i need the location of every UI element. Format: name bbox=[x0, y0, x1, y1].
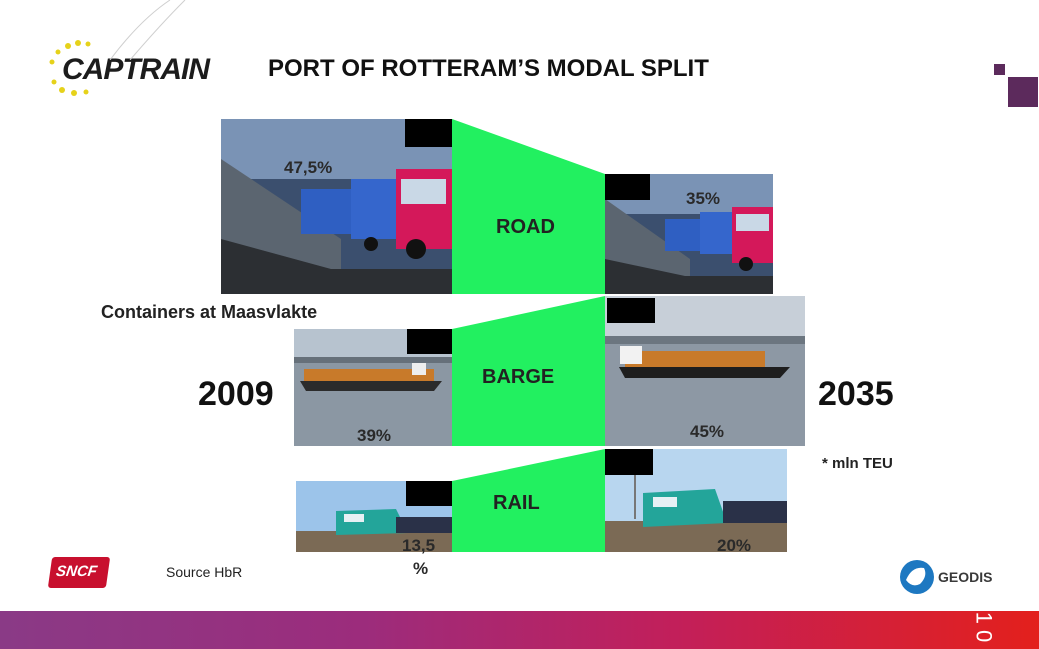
sncf-logo: SNCF bbox=[47, 557, 111, 588]
road-pct-2035: 35% bbox=[686, 189, 721, 208]
rail-pct-2009-line1: 13,5 bbox=[402, 536, 436, 555]
accent-square-small bbox=[994, 64, 1005, 75]
geodis-globe-icon bbox=[900, 560, 934, 594]
barge-pct-2035: 45% bbox=[690, 422, 725, 441]
slide-title: PORT OF ROTTERAM’S MODAL SPLIT bbox=[268, 55, 709, 82]
geodis-wordmark: GEODIS bbox=[938, 569, 993, 585]
geodis-logo: GEODIS bbox=[898, 558, 998, 596]
rail-flow-shape bbox=[452, 449, 605, 552]
rail-photo-2035 bbox=[605, 449, 787, 552]
captrain-wordmark: CAPTRAIN bbox=[62, 53, 210, 86]
sncf-wordmark: SNCF bbox=[54, 563, 99, 580]
barge-marker-2035 bbox=[607, 298, 655, 323]
barge-pct-2009: 39% bbox=[357, 426, 392, 445]
road-photo-2035 bbox=[605, 174, 773, 294]
rail-pct-2035: 20% bbox=[717, 536, 752, 555]
road-marker-2035 bbox=[605, 174, 650, 200]
road-pct-2009: 47,5% bbox=[284, 158, 333, 177]
barge-flow-shape bbox=[452, 296, 605, 446]
barge-label: BARGE bbox=[482, 366, 555, 388]
page-number: 1 0 bbox=[971, 611, 997, 643]
rail-marker-2009 bbox=[406, 481, 452, 506]
year-2035: 2035 bbox=[818, 375, 894, 413]
year-2009: 2009 bbox=[198, 375, 274, 413]
source-note: Source HbR bbox=[166, 564, 243, 580]
road-label: ROAD bbox=[496, 216, 555, 238]
road-flow-shape bbox=[452, 119, 605, 294]
header-swoosh-lines bbox=[109, 0, 186, 60]
barge-marker-2009 bbox=[407, 329, 452, 354]
subtitle-containers: Containers at Maasvlakte bbox=[101, 302, 318, 322]
accent-square-large bbox=[1008, 77, 1038, 107]
road-marker-2009 bbox=[405, 119, 452, 147]
captrain-dots-icon bbox=[49, 40, 91, 96]
rail-pct-2009-line2: % bbox=[413, 559, 429, 578]
road-photo-2009 bbox=[221, 119, 452, 294]
captrain-logo: CAPTRAIN bbox=[40, 38, 230, 98]
footer-bar bbox=[0, 611, 1039, 649]
rail-label: RAIL bbox=[493, 492, 540, 514]
rail-marker-2035 bbox=[605, 449, 653, 475]
unit-note: * mln TEU bbox=[822, 455, 893, 472]
